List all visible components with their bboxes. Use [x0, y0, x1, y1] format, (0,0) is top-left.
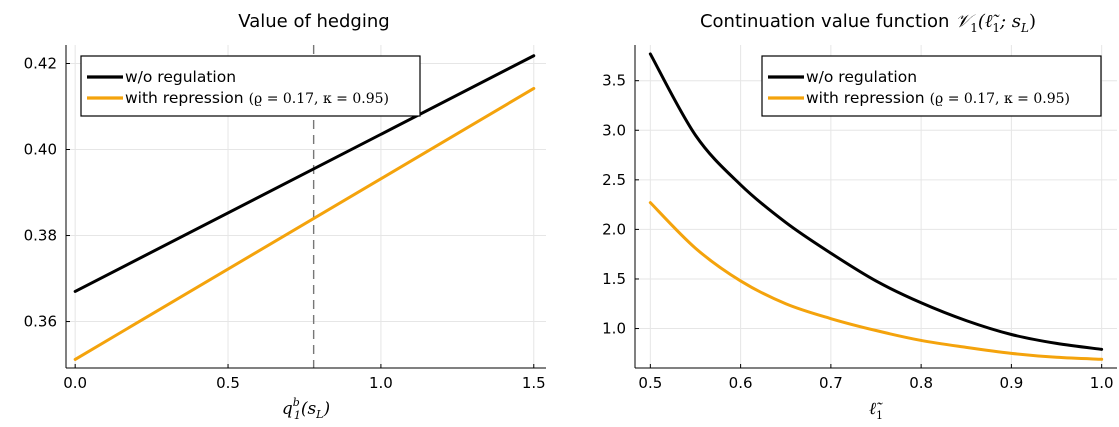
y-tick-label: 1.0 [602, 320, 626, 338]
series-line-0 [648, 52, 1104, 351]
legend-box [80, 55, 421, 117]
x-tick-label: 0.7 [819, 374, 843, 392]
series-line-1 [648, 201, 1104, 361]
y-tick-label: 2.0 [602, 220, 626, 238]
tick-labels: 0.5 0.6 0.7 0.8 0.9 1.0 1.0 1.5 2.0 2.5 3.0 3.5 [602, 72, 1113, 392]
y-tick-label: 3.0 [602, 121, 626, 139]
x-tick-label: 0.5 [216, 374, 240, 392]
x-tick-label: 1.0 [369, 374, 393, 392]
series-group [648, 52, 1104, 361]
legend-label: w/o regulation [125, 68, 236, 86]
x-tick-label: 0.9 [999, 374, 1023, 392]
x-tick-label: 0.6 [729, 374, 753, 392]
legend: w/o regulation with repression (ϱ = 0.17, … [80, 55, 421, 117]
legend-label: with repression (ϱ = 0.17, κ = 0.95) [806, 89, 1070, 107]
series-group [73, 54, 536, 361]
legend-label: with repression (ϱ = 0.17, κ = 0.95) [125, 89, 389, 107]
chart-title: Value of hedging [238, 11, 389, 32]
series-line-0 [73, 54, 536, 293]
series-line-1 [73, 86, 536, 361]
legend-label-math: (ϱ = 0.17, κ = 0.95) [249, 91, 389, 107]
legend-label-math: (ϱ = 0.17, κ = 0.95) [930, 91, 1070, 107]
x-axis-label: qb 1(sL) [282, 396, 330, 422]
tick-labels: 0.0 0.5 1.0 1.5 0.36 0.38 0.40 0.42 [24, 54, 546, 392]
y-tick-label: 3.5 [602, 72, 626, 90]
x-axis-label: ℓ̃1 [869, 399, 883, 422]
x-tick-label: 0.0 [63, 374, 87, 392]
x-tick-label: 1.5 [522, 374, 546, 392]
axes [634, 45, 1117, 369]
x-tick-label: 0.8 [909, 374, 933, 392]
y-tick-label: 0.36 [24, 313, 57, 331]
axes [65, 45, 546, 369]
y-tick-label: 0.40 [24, 141, 57, 159]
chart-title: Continuation value function 𝒱1(ℓ̃1; sL) [700, 11, 1036, 35]
chart-value-of-hedging: 0.0 0.5 1.0 1.5 0.36 0.38 0.40 0.42 Value of he… [24, 11, 546, 422]
y-tick-label: 1.5 [602, 270, 626, 288]
legend-label: w/o regulation [806, 68, 917, 86]
legend-box [761, 55, 1102, 117]
y-tick-label: 2.5 [602, 171, 626, 189]
y-tick-label: 0.42 [24, 54, 57, 72]
y-tick-label: 0.38 [24, 227, 57, 245]
legend: w/o regulation with repression (ϱ = 0.17, … [761, 55, 1102, 117]
x-tick-label: 1.0 [1090, 374, 1114, 392]
chart-continuation-value: 0.5 0.6 0.7 0.8 0.9 1.0 1.0 1.5 2.0 2.5 3.0 3.5 Con… [602, 11, 1117, 422]
x-tick-label: 0.5 [638, 374, 662, 392]
